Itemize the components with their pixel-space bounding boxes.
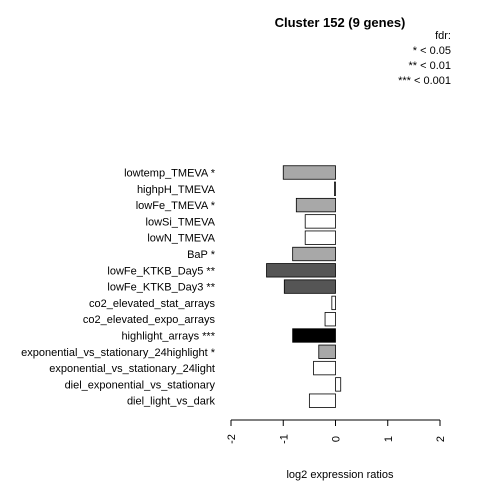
bar-highlight-arrays (292, 328, 336, 343)
bar-exponential-vs-stationary-24highlight (318, 344, 336, 359)
x-tick-label: 2 (435, 436, 447, 442)
x-tick-label: 0 (331, 436, 343, 442)
category-label: diel_exponential_vs_stationary (65, 379, 216, 391)
bar-co2-elevated-stat-arrays (331, 295, 336, 311)
category-label: BaP * (187, 249, 216, 261)
x-tick-label: 1 (383, 436, 395, 442)
bar-exponential-vs-stationary-24light (313, 360, 336, 376)
category-label: exponential_vs_stationary_24highlight * (21, 347, 216, 359)
category-label: lowFe_TMEVA * (136, 200, 216, 212)
chart-title: Cluster 152 (9 genes) (275, 15, 406, 30)
legend-entry-fdr-0001: *** < 0.001 (398, 75, 451, 87)
bar-lowsi-tmeva (304, 214, 336, 229)
x-tick-label: -1 (278, 434, 290, 444)
x-axis: -2 -1 0 1 2 (226, 419, 447, 444)
category-label: lowN_TMEVA (147, 233, 215, 245)
category-label: co2_elevated_expo_arrays (83, 314, 216, 326)
x-tick-label: -2 (226, 434, 238, 444)
bars-group (266, 165, 342, 408)
category-label: exponential_vs_stationary_24light (49, 363, 215, 375)
category-label: lowtemp_TMEVA * (124, 168, 216, 180)
category-labels-group: lowtemp_TMEVA * highpH_TMEVA lowFe_TMEVA *… (21, 168, 216, 408)
x-axis-label: log2 expression ratios (286, 469, 394, 481)
category-label: lowFe_KTKB_Day5 ** (107, 265, 215, 277)
legend-entry-fdr-005: * < 0.05 (413, 45, 451, 57)
bar-highph-tmeva (334, 181, 336, 196)
legend-entry-fdr-001: ** < 0.01 (408, 60, 451, 72)
category-label: highpH_TMEVA (137, 184, 216, 196)
bar-diel-light-vs-dark (308, 393, 336, 408)
category-label: lowFe_KTKB_Day3 ** (107, 282, 215, 294)
fdr-legend: fdr: * < 0.05 ** < 0.01 *** < 0.001 (398, 30, 451, 87)
bar-lowtemp-tmeva (282, 165, 336, 180)
category-label: co2_elevated_stat_arrays (89, 298, 215, 310)
bar-lowfe-ktkb-day3 (283, 279, 336, 294)
bar-lown-tmeva (304, 230, 336, 245)
bar-lowfe-tmeva (295, 197, 336, 213)
bar-lowfe-ktkb-day5 (266, 263, 336, 278)
category-label: highlight_arrays *** (121, 331, 215, 343)
bar-diel-exponential-vs-stationary (335, 377, 342, 392)
bar-co2-elevated-expo-arrays (324, 312, 336, 327)
bar-bap (292, 246, 336, 262)
legend-title: fdr: (435, 30, 451, 42)
category-label: lowSi_TMEVA (146, 216, 216, 228)
category-label: diel_light_vs_dark (127, 396, 216, 408)
